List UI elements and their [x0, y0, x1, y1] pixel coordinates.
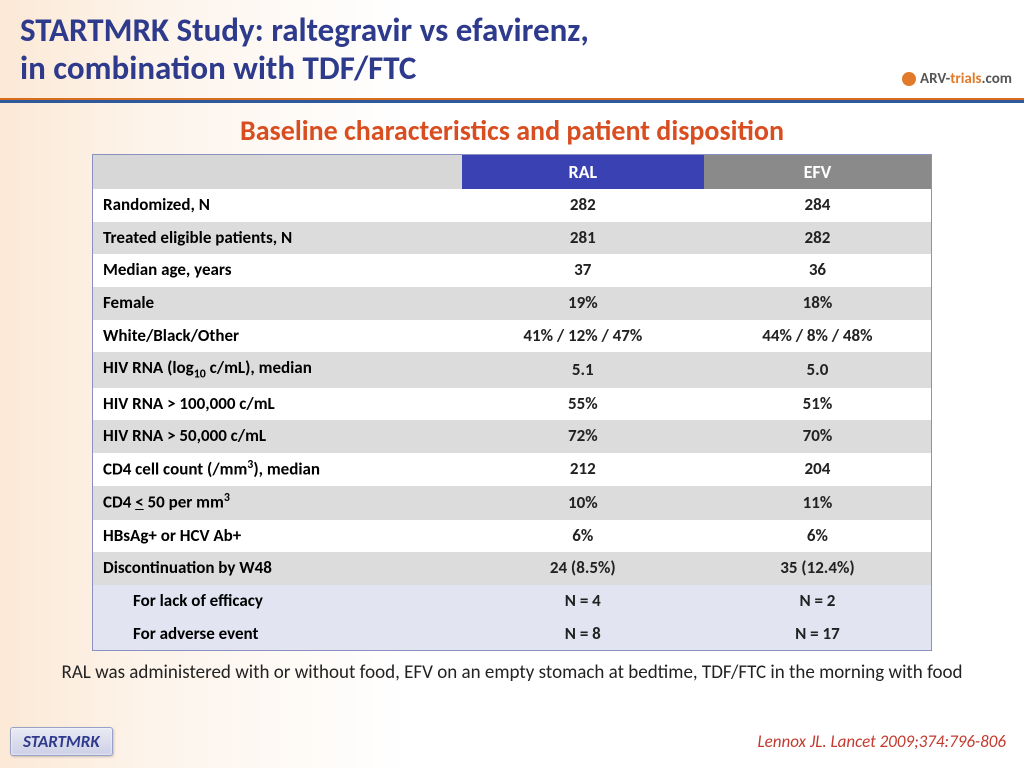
footnote-text: RAL was administered with or without foo… — [40, 661, 984, 685]
row-value-efv: 282 — [704, 222, 931, 255]
row-label: Treated eligible patients, N — [93, 222, 462, 255]
row-value-ral: 55% — [462, 388, 704, 421]
row-label: For adverse event — [93, 618, 462, 651]
table-row: Female19%18% — [93, 287, 931, 320]
row-value-efv: N = 2 — [704, 585, 931, 618]
baseline-table: RAL EFV Randomized, N282284Treated eligi… — [93, 155, 931, 650]
row-value-efv: 204 — [704, 453, 931, 486]
row-value-ral: 19% — [462, 287, 704, 320]
row-value-ral: 281 — [462, 222, 704, 255]
row-value-ral: 72% — [462, 420, 704, 453]
title-line-1: STARTMRK Study: raltegravir vs efavirenz… — [20, 12, 1004, 50]
table-row: HBsAg+ or HCV Ab+6%6% — [93, 520, 931, 553]
row-label: Randomized, N — [93, 189, 462, 222]
arv-trials-logo: ARV-trials.com — [902, 70, 1012, 88]
study-badge: STARTMRK — [10, 727, 113, 756]
table-body: Randomized, N282284Treated eligible pati… — [93, 189, 931, 650]
table-row: For lack of efficacyN = 4N = 2 — [93, 585, 931, 618]
row-value-efv: 5.0 — [704, 352, 931, 388]
row-label: HIV RNA > 100,000 c/mL — [93, 388, 462, 421]
row-value-ral: 212 — [462, 453, 704, 486]
table-header-row: RAL EFV — [93, 155, 931, 189]
col-header-ral: RAL — [462, 155, 704, 189]
slide-subtitle: Baseline characteristics and patient dis… — [0, 113, 1024, 148]
row-value-efv: 44% / 8% / 48% — [704, 320, 931, 353]
table-row: CD4 < 50 per mm310%11% — [93, 486, 931, 519]
row-label: White/Black/Other — [93, 320, 462, 353]
logo-part2: trials — [950, 70, 981, 88]
row-value-ral: 41% / 12% / 47% — [462, 320, 704, 353]
table-row: Median age, years3736 — [93, 254, 931, 287]
row-value-efv: N = 17 — [704, 618, 931, 651]
row-value-efv: 6% — [704, 520, 931, 553]
row-value-ral: 5.1 — [462, 352, 704, 388]
row-value-ral: 37 — [462, 254, 704, 287]
row-label: HIV RNA (log10 c/mL), median — [93, 352, 462, 388]
col-header-empty — [93, 155, 462, 189]
logo-dot-icon — [902, 72, 916, 86]
row-label: Female — [93, 287, 462, 320]
row-label: CD4 cell count (/mm3), median — [93, 453, 462, 486]
col-header-efv: EFV — [704, 155, 931, 189]
row-label: CD4 < 50 per mm3 — [93, 486, 462, 519]
row-label: Discontinuation by W48 — [93, 552, 462, 585]
row-value-efv: 36 — [704, 254, 931, 287]
table-row: CD4 cell count (/mm3), median212204 — [93, 453, 931, 486]
row-value-efv: 284 — [704, 189, 931, 222]
table-row: HIV RNA > 100,000 c/mL55%51% — [93, 388, 931, 421]
row-value-ral: 24 (8.5%) — [462, 552, 704, 585]
row-label: HBsAg+ or HCV Ab+ — [93, 520, 462, 553]
row-value-efv: 51% — [704, 388, 931, 421]
row-value-efv: 35 (12.4%) — [704, 552, 931, 585]
table-row: Randomized, N282284 — [93, 189, 931, 222]
slide-title-block: STARTMRK Study: raltegravir vs efavirenz… — [0, 0, 1024, 94]
row-value-ral: N = 4 — [462, 585, 704, 618]
baseline-table-wrap: RAL EFV Randomized, N282284Treated eligi… — [92, 154, 932, 651]
logo-part3: .com — [982, 70, 1012, 88]
title-divider — [0, 98, 1024, 103]
row-value-efv: 11% — [704, 486, 931, 519]
row-label: Median age, years — [93, 254, 462, 287]
citation-text: Lennox JL. Lancet 2009;374:796-806 — [757, 731, 1006, 752]
table-row: White/Black/Other41% / 12% / 47%44% / 8%… — [93, 320, 931, 353]
title-line-2: in combination with TDF/FTC — [20, 50, 1004, 88]
row-value-ral: 282 — [462, 189, 704, 222]
table-row: Treated eligible patients, N281282 — [93, 222, 931, 255]
table-row: HIV RNA > 50,000 c/mL72%70% — [93, 420, 931, 453]
table-row: HIV RNA (log10 c/mL), median5.15.0 — [93, 352, 931, 388]
row-label: HIV RNA > 50,000 c/mL — [93, 420, 462, 453]
row-value-ral: N = 8 — [462, 618, 704, 651]
row-value-efv: 70% — [704, 420, 931, 453]
row-label: For lack of efficacy — [93, 585, 462, 618]
table-row: Discontinuation by W4824 (8.5%)35 (12.4%… — [93, 552, 931, 585]
row-value-efv: 18% — [704, 287, 931, 320]
row-value-ral: 6% — [462, 520, 704, 553]
table-row: For adverse eventN = 8N = 17 — [93, 618, 931, 651]
row-value-ral: 10% — [462, 486, 704, 519]
logo-part1: ARV- — [920, 70, 950, 88]
